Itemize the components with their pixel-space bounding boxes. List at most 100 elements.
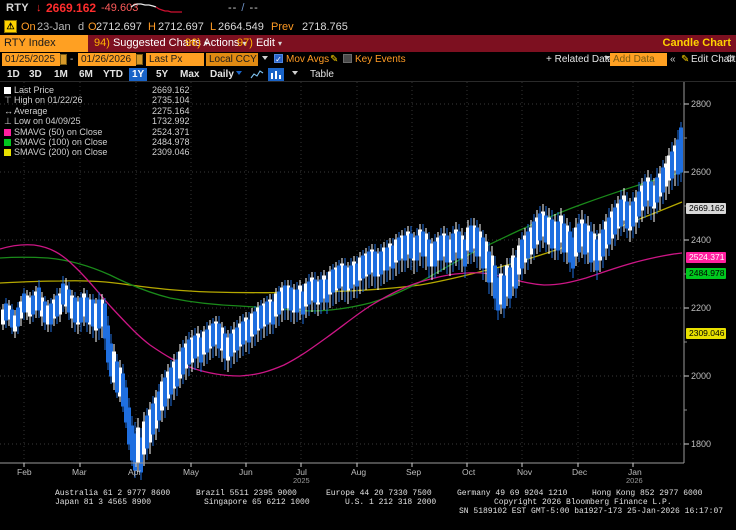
range-1d[interactable]: 1D [7,69,20,80]
chevron-down-icon[interactable] [292,71,298,75]
chevron-down-icon: ▾ [278,39,283,48]
bar-chart-icon[interactable] [268,68,284,81]
ask-value: -- [249,2,259,14]
price-axis-ticks [684,103,689,445]
y-tick-2200: 2200 [691,303,712,313]
range-6m[interactable]: 6M [79,69,93,80]
y-tick-2800: 2800 [691,99,712,109]
mov-avgs-label[interactable]: Mov Avgs [286,54,330,65]
ticker-header-row: RTY ↓ 2669.162 -49.603 -- / -- [0,0,736,18]
legend-value-smavg100: 2484.978 [152,136,190,147]
range-1y[interactable]: 1Y [129,68,148,81]
chevron-down-icon: ▾ [242,39,247,48]
chevron-down-icon[interactable] [236,71,242,75]
chevron-down-icon: ▾ [204,39,209,48]
intraday-sparkline [130,3,182,13]
start-date-input[interactable]: 01/25/2025 [2,53,60,66]
interval-select[interactable]: Daily [210,69,234,80]
collapse-icon[interactable]: « [670,54,676,65]
x-tick-mar: Mar [72,467,87,477]
price-chart[interactable]: Last Price 2669.162 ⊤ High on 01/22/26 2735… [0,82,736,486]
add-data-input[interactable]: Add Data [610,53,667,66]
range-ytd[interactable]: YTD [103,69,123,80]
warning-icon[interactable]: ⚠ [4,20,17,33]
x-tick-nov: Nov [517,467,533,477]
line-chart-icon[interactable] [249,68,265,81]
date-range-separator: - [70,54,74,65]
related-data-button[interactable]: + Related Data [546,54,613,65]
on-label: On [21,21,36,33]
y-tick-1800: 1800 [691,439,712,449]
mov-avgs-checkbox[interactable]: ✓ [274,54,283,64]
down-arrow-icon: ↓ [36,2,42,14]
legend-value-high: 2735.104 [152,95,190,106]
status-footer: Australia 61 2 9777 8600 Brazil 5511 239… [0,488,736,530]
ohlc-header-row: ⚠ On 23-Jan d O 2712.697 H 2712.697 L 26… [0,18,736,35]
actions-label: Actions [203,37,240,49]
price-change-value: -49.603 [101,2,139,14]
currency-select[interactable]: Local CCY [206,53,258,66]
legend-swatch-smavg50 [4,128,11,136]
suggested-charts-label: Suggested Charts [112,37,202,49]
period-code: d [78,21,85,33]
prev-label: Prev [271,21,294,33]
contact-singapore: Singapore 65 6212 1000 [204,498,310,507]
last-price-value: 2669.162 [46,1,97,15]
copyright-notice: Copyright 2026 Bloomberg Finance L.P. [494,498,672,507]
key-events-checkbox[interactable] [343,54,352,63]
suggested-charts-button[interactable]: 94) Suggested Charts ▾ [94,37,208,49]
bid-ask-separator: / [241,2,246,14]
average-marker-icon: ↔ [4,105,13,116]
x-tick-may: May [183,467,200,477]
price-field-select[interactable]: Last Px [146,53,204,66]
range-selector-bar: 1D 3D 1M 6M YTD 1Y 5Y Max Daily Table [0,67,736,82]
security-input[interactable]: RTY Index [0,35,88,52]
legend-swatch-last-price [4,87,11,94]
high-value: 2712.697 [158,21,204,33]
legend-swatch-smavg100 [4,138,11,146]
low-value: 2664.549 [218,21,264,33]
edit-number: 97) [237,37,253,49]
range-3d[interactable]: 3D [29,69,42,80]
end-date-input[interactable]: 01/26/2026 [78,53,136,66]
session-info: SN 5189102 EST GMT-5:00 ba1927-173 25-Ja… [459,507,724,516]
contact-europe: Europe 44 20 7330 7500 [326,489,432,498]
chevron-down-icon[interactable] [604,56,610,60]
actions-button[interactable]: 96) Actions ▾ [185,37,247,49]
range-max[interactable]: Max [180,69,200,80]
command-bar: RTY Index 94) Suggested Charts ▾ 96) Act… [0,35,736,52]
contact-us: U.S. 1 212 318 2000 [345,498,437,507]
x-tick-jul: Jul [296,467,307,477]
edit-button[interactable]: 97) Edit ▾ [237,37,282,49]
chart-legend: Last Price 2669.162 ⊤ High on 01/22/26 2735… [4,85,190,158]
legend-value-low: 1732.992 [152,116,190,127]
chevron-down-icon[interactable] [262,56,268,60]
smavg200-price-tag: 2309.046 [686,328,727,339]
range-1m[interactable]: 1M [54,69,68,80]
smavg50-price-tag: 2524.371 [686,252,727,263]
edit-chart-button[interactable]: Edit Chart [691,54,736,65]
ticker-symbol[interactable]: RTY [6,2,29,14]
legend-item-high: ⊤ High on 01/22/26 2735.104 [4,95,190,106]
table-button[interactable]: Table [310,69,334,80]
last-price-tag: 2669.162 [686,203,727,214]
legend-item-smavg50: SMAVG (50) on Close 2524.371 [4,127,190,137]
pencil-icon[interactable]: ✎ [330,54,339,65]
actions-number: 96) [185,37,201,49]
open-label: O [88,21,97,33]
gear-icon[interactable]: ⚙ [726,54,735,65]
range-5y[interactable]: 5Y [156,69,169,80]
end-date-calendar-icon[interactable] [136,54,143,65]
suggested-charts-number: 94) [94,37,110,49]
quote-date: 23-Jan [37,21,71,33]
legend-item-last-price: Last Price 2669.162 [4,85,190,95]
x-year-2026: 2026 [626,476,643,485]
pencil-icon[interactable]: ✎ [681,54,690,65]
start-date-calendar-icon[interactable] [60,54,67,65]
candlestick-series [1,122,683,480]
y-tick-2400: 2400 [691,235,712,245]
y-tick-2000: 2000 [691,371,712,381]
x-tick-oct: Oct [462,467,476,477]
key-events-label[interactable]: Key Events [355,54,406,65]
smavg100-price-tag: 2484.978 [686,268,727,279]
